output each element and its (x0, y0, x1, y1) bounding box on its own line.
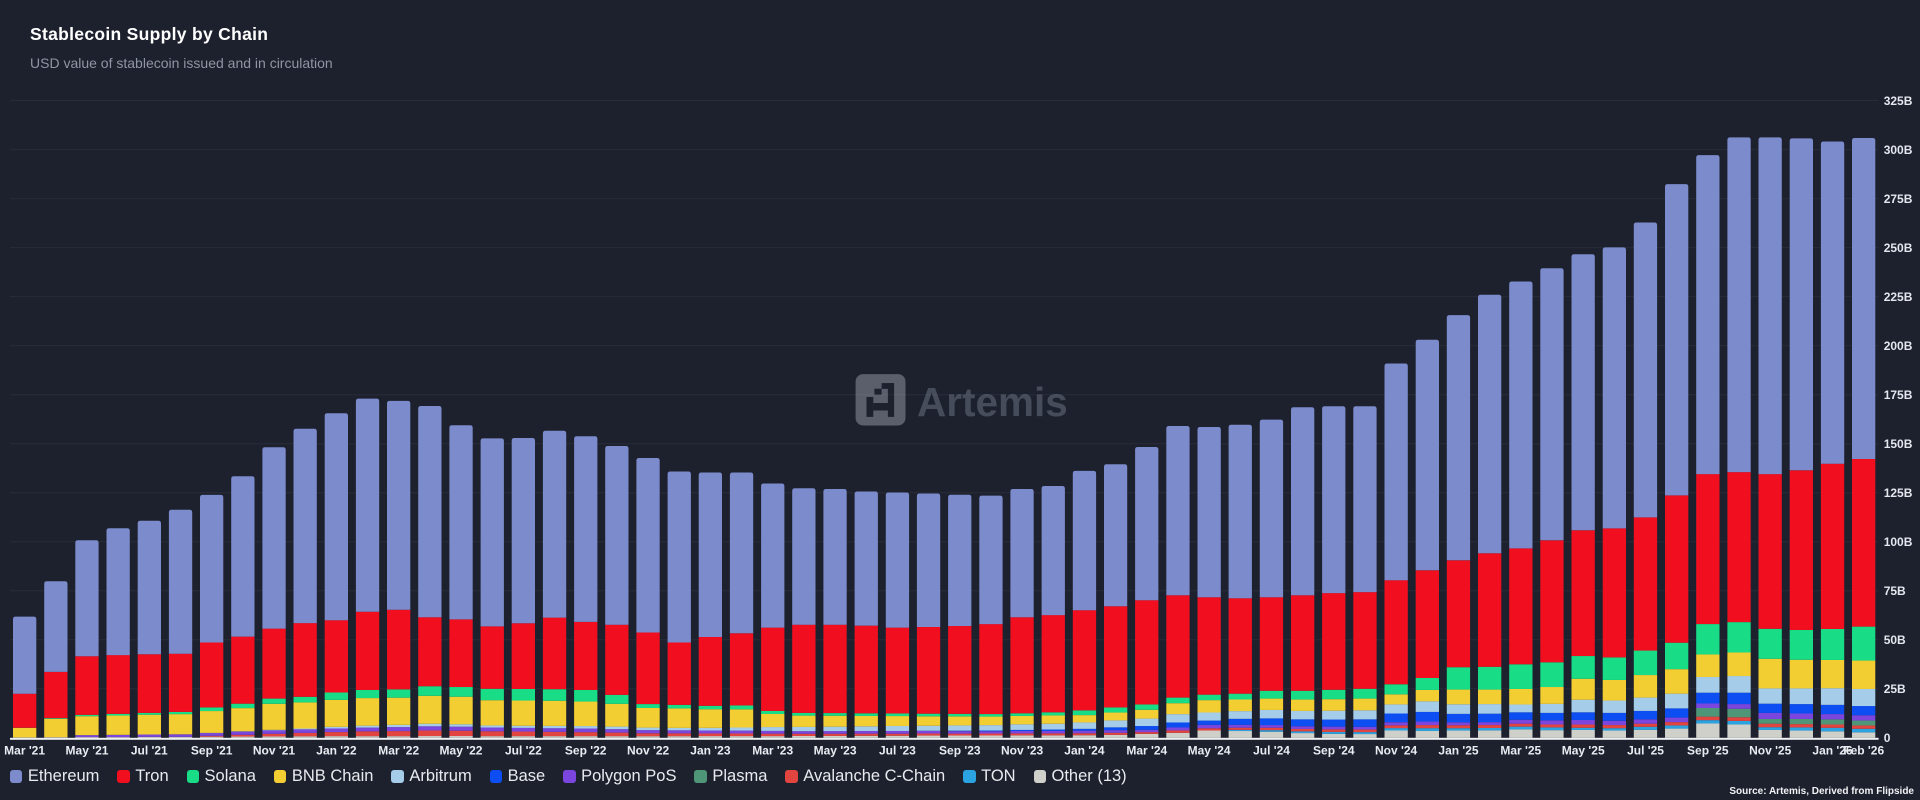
svg-text:Sep '25: Sep '25 (1687, 744, 1729, 758)
svg-text:Sep '22: Sep '22 (565, 744, 607, 758)
svg-text:Nov '25: Nov '25 (1749, 744, 1792, 758)
svg-text:May '24: May '24 (1188, 744, 1231, 758)
svg-text:Feb '26: Feb '26 (1843, 744, 1884, 758)
svg-text:Mar '21: Mar '21 (4, 744, 45, 758)
svg-text:Mar '25: Mar '25 (1500, 744, 1541, 758)
svg-text:Sep '23: Sep '23 (939, 744, 981, 758)
svg-text:50B: 50B (1884, 633, 1906, 647)
svg-text:75B: 75B (1884, 584, 1906, 598)
svg-text:May '23: May '23 (814, 744, 857, 758)
svg-text:Nov '22: Nov '22 (627, 744, 670, 758)
svg-text:175B: 175B (1884, 388, 1913, 402)
svg-text:125B: 125B (1884, 486, 1913, 500)
svg-text:Mar '24: Mar '24 (1126, 744, 1167, 758)
svg-text:Sep '21: Sep '21 (191, 744, 233, 758)
svg-text:Jan '25: Jan '25 (1438, 744, 1479, 758)
svg-text:Nov '24: Nov '24 (1375, 744, 1418, 758)
svg-text:Jan '24: Jan '24 (1064, 744, 1105, 758)
svg-text:Jul '23: Jul '23 (879, 744, 916, 758)
svg-text:Nov '23: Nov '23 (1001, 744, 1044, 758)
svg-text:325B: 325B (1884, 94, 1913, 108)
svg-text:Jul '21: Jul '21 (131, 744, 168, 758)
svg-text:May '21: May '21 (66, 744, 109, 758)
svg-text:May '22: May '22 (440, 744, 483, 758)
svg-text:Nov '21: Nov '21 (253, 744, 296, 758)
svg-text:Jul '22: Jul '22 (505, 744, 542, 758)
svg-text:Jan '26: Jan '26 (1812, 744, 1853, 758)
svg-text:300B: 300B (1884, 143, 1913, 157)
svg-text:Artemis: Artemis (917, 379, 1068, 425)
svg-text:Jul '25: Jul '25 (1627, 744, 1664, 758)
svg-text:Mar '23: Mar '23 (752, 744, 793, 758)
svg-text:Sep '24: Sep '24 (1313, 744, 1355, 758)
svg-text:100B: 100B (1884, 535, 1913, 549)
svg-text:Jan '23: Jan '23 (690, 744, 731, 758)
svg-text:Jan '22: Jan '22 (316, 744, 357, 758)
svg-text:250B: 250B (1884, 241, 1913, 255)
svg-text:150B: 150B (1884, 437, 1913, 451)
svg-text:Mar '22: Mar '22 (378, 744, 419, 758)
svg-text:275B: 275B (1884, 192, 1913, 206)
svg-text:Jul '24: Jul '24 (1253, 744, 1290, 758)
svg-text:May '25: May '25 (1562, 744, 1605, 758)
svg-text:200B: 200B (1884, 339, 1913, 353)
svg-text:225B: 225B (1884, 290, 1913, 304)
svg-text:0: 0 (1884, 731, 1891, 745)
svg-text:25B: 25B (1884, 682, 1906, 696)
